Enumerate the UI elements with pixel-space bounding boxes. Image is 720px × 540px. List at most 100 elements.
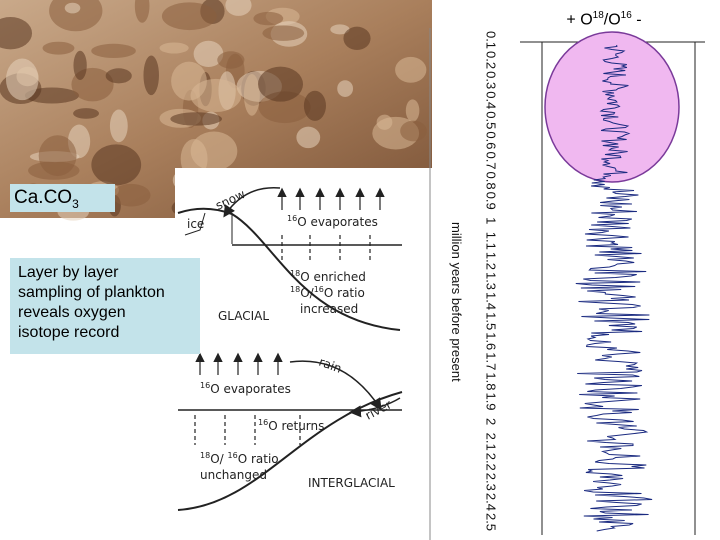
shell bbox=[170, 112, 222, 126]
shell bbox=[190, 131, 238, 171]
caption: Layer by layer sampling of plankton reveal… bbox=[10, 258, 200, 354]
shell bbox=[330, 24, 350, 35]
minus: - bbox=[636, 11, 642, 29]
shell bbox=[262, 25, 305, 41]
axis-label: 0.1 bbox=[484, 31, 499, 49]
axis-label: 0.5 bbox=[484, 111, 499, 129]
shell bbox=[257, 66, 304, 102]
mineral-label: Ca.CO3 bbox=[10, 184, 115, 212]
axis-label: 1 bbox=[484, 217, 499, 224]
interglacial-title: INTERGLACIAL bbox=[308, 476, 395, 490]
sup: 18 bbox=[290, 269, 300, 278]
numerator-sup: 18 bbox=[592, 10, 604, 21]
axis-label: 0.8 bbox=[484, 172, 499, 190]
ratio-label: 18O/16O ratio bbox=[290, 285, 365, 300]
evaporates-label: 16O evaporates bbox=[200, 381, 291, 396]
shell bbox=[134, 0, 150, 23]
shell bbox=[217, 51, 245, 69]
shell bbox=[405, 99, 420, 122]
river-arrow bbox=[349, 397, 401, 418]
axis-label: 2.5 bbox=[484, 513, 499, 531]
shell bbox=[73, 108, 99, 119]
axis-label: 2.1 bbox=[484, 433, 499, 451]
axis-label: 2.2 bbox=[484, 453, 499, 471]
shell bbox=[296, 126, 321, 149]
text: O evaporates bbox=[297, 215, 378, 229]
sup: 16 bbox=[200, 381, 210, 390]
text: O ratio bbox=[324, 286, 365, 300]
highlight-ellipse bbox=[544, 31, 680, 183]
denominator: /O bbox=[603, 11, 621, 29]
shell bbox=[400, 120, 427, 142]
shell bbox=[343, 26, 371, 51]
formula: Ca.CO bbox=[14, 187, 73, 208]
shell bbox=[225, 0, 252, 16]
shell bbox=[337, 80, 354, 97]
axis-label: 2 bbox=[484, 418, 499, 425]
shell bbox=[38, 135, 77, 177]
axis-label: 0.4 bbox=[484, 91, 499, 109]
shell bbox=[109, 109, 128, 143]
axis-label: 0.7 bbox=[484, 151, 499, 169]
sup: 16 bbox=[314, 285, 324, 294]
glacial-title: GLACIAL bbox=[218, 309, 269, 323]
evaporation-arrows bbox=[277, 187, 385, 262]
axis-label: 0.2 bbox=[484, 51, 499, 69]
shell bbox=[91, 144, 142, 186]
axis-label: 1.7 bbox=[484, 352, 499, 370]
axis-label: 1.6 bbox=[484, 332, 499, 350]
text: O/ bbox=[300, 286, 314, 300]
numerator: O bbox=[580, 11, 593, 29]
shell bbox=[105, 68, 132, 84]
snow-arrow bbox=[223, 186, 281, 218]
axis-label: 1.3 bbox=[484, 272, 499, 290]
shell bbox=[161, 2, 217, 31]
ratio-label: + O18/O16 - bbox=[548, 4, 660, 28]
sup: 16 bbox=[228, 451, 238, 460]
shell bbox=[42, 41, 75, 55]
shell bbox=[73, 50, 87, 80]
shell bbox=[112, 183, 151, 207]
shell bbox=[5, 58, 39, 101]
text: O returns bbox=[268, 419, 324, 433]
axis-label: 1.1 bbox=[484, 232, 499, 250]
axis-label: 0.6 bbox=[484, 131, 499, 149]
ice-label: ice bbox=[187, 217, 204, 231]
shell bbox=[91, 43, 136, 58]
ice-sheet bbox=[184, 212, 206, 236]
shell bbox=[190, 78, 242, 113]
text: O evaporates bbox=[210, 382, 291, 396]
axis-label: 1.4 bbox=[484, 292, 499, 310]
axis-label: 1.9 bbox=[484, 392, 499, 410]
sup: 16 bbox=[287, 214, 297, 223]
evaporation-arrows bbox=[194, 352, 301, 445]
glacial-panel bbox=[177, 186, 402, 331]
text: O enriched bbox=[300, 270, 366, 284]
increased-label: increased bbox=[300, 302, 358, 316]
axis-label: 1.8 bbox=[484, 372, 499, 390]
text: O/ bbox=[210, 452, 227, 466]
caption-line: reveals oxygen bbox=[18, 304, 126, 321]
sup: 18 bbox=[200, 451, 210, 460]
sup: 18 bbox=[290, 285, 300, 294]
axis-label: 1.2 bbox=[484, 252, 499, 270]
shell bbox=[159, 42, 189, 54]
axis-label: 2.3 bbox=[484, 473, 499, 491]
rain-arrow bbox=[289, 360, 382, 411]
axis-label: 2.4 bbox=[484, 493, 499, 511]
plus: + bbox=[566, 11, 576, 29]
unchanged-label: unchanged bbox=[200, 468, 267, 482]
denominator-sup: 16 bbox=[620, 10, 632, 21]
axis-labels: 0.1 0.2 0.3 0.4 0.5 0.6 0.7 0.8 0.9 1 1.1 1.2 1.3 1.4… bbox=[484, 31, 499, 531]
interglacial-panel bbox=[177, 352, 403, 511]
shell bbox=[49, 0, 103, 32]
subscript: 3 bbox=[72, 196, 79, 211]
shell bbox=[143, 55, 159, 96]
axis-label: 1.5 bbox=[484, 312, 499, 330]
shell bbox=[253, 11, 284, 26]
shell bbox=[64, 2, 81, 14]
axis-label: 0.9 bbox=[484, 192, 499, 210]
land-profile bbox=[177, 391, 403, 511]
caption-line: Layer by layer bbox=[18, 264, 119, 281]
caption-line: sampling of plankton bbox=[18, 284, 165, 301]
